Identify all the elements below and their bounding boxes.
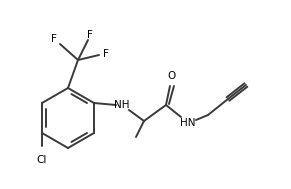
Text: Cl: Cl <box>37 155 47 165</box>
Text: HN: HN <box>180 118 196 128</box>
Text: F: F <box>103 49 109 59</box>
Text: F: F <box>51 34 57 44</box>
Text: F: F <box>87 30 93 40</box>
Text: O: O <box>168 71 176 81</box>
Text: NH: NH <box>114 100 130 110</box>
